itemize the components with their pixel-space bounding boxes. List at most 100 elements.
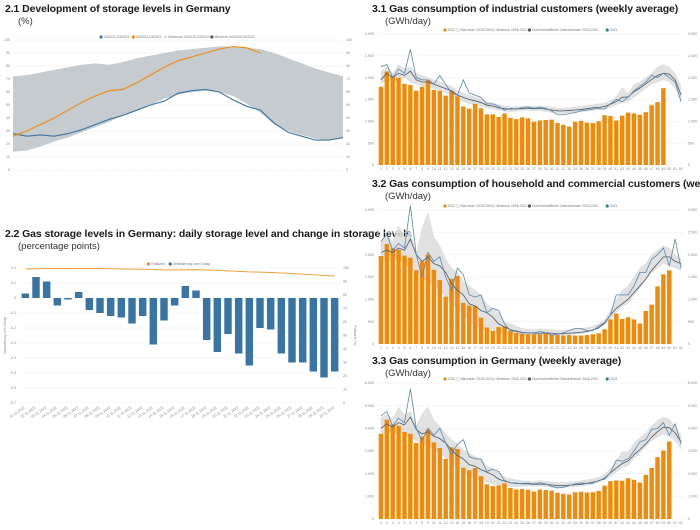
bar-2022 xyxy=(572,121,578,165)
x-tick-label: 24 xyxy=(514,167,518,171)
bar-2022 xyxy=(537,334,543,344)
x-tick-label: 49 xyxy=(661,167,665,171)
legend-marker xyxy=(99,35,103,39)
bar-change xyxy=(256,298,264,328)
x-tick-label: 6 xyxy=(409,521,411,525)
panel-subtitle: (GWh/day) xyxy=(385,191,431,202)
x-tick-label: 17 xyxy=(473,167,477,171)
bar-2022 xyxy=(608,116,613,165)
bar-2022 xyxy=(667,270,672,344)
x-tick-label: · xyxy=(162,174,166,178)
legend-label: 2022 xyxy=(448,204,456,208)
series-line-2022-2023 xyxy=(12,45,261,137)
bar-2022 xyxy=(578,120,584,165)
bar-2022 xyxy=(484,114,490,165)
y-tick-label: 1.000 xyxy=(365,495,374,499)
x-tick-label: 4 xyxy=(398,167,400,171)
x-tick-label: 52 xyxy=(679,167,683,171)
x-tick-label: 9 xyxy=(427,521,429,525)
x-tick-label: 44 xyxy=(632,521,636,525)
x-tick-label: 42 xyxy=(620,521,624,525)
x-tick-label: 12 xyxy=(444,521,448,525)
bar-2022 xyxy=(384,71,390,165)
x-tick-label: 10 xyxy=(432,346,436,350)
x-tick-label: · xyxy=(47,174,51,178)
y-tick-label-right: 80 xyxy=(343,293,347,297)
x-tick-label: · xyxy=(188,174,192,178)
legend-marker xyxy=(492,377,496,381)
bar-2022 xyxy=(519,117,525,165)
y-tick-label: 6.000 xyxy=(365,381,374,385)
y-tick-label-right: 70 xyxy=(346,77,350,81)
x-tick-label: · xyxy=(335,174,339,178)
legend-label: 2021 xyxy=(610,377,618,381)
x-tick-label: 9 xyxy=(427,346,429,350)
x-tick-label: 52 xyxy=(679,346,683,350)
legend-marker xyxy=(443,28,447,32)
legend-label: 2022 xyxy=(448,377,456,381)
x-tick-label: 45 xyxy=(638,167,642,171)
x-tick-label: 6 xyxy=(409,346,411,350)
bar-change xyxy=(298,298,307,363)
bar-2022 xyxy=(378,256,384,344)
bar-2022 xyxy=(602,329,607,344)
bar-2022 xyxy=(431,89,437,165)
y-tick-label-right: 40 xyxy=(343,347,347,351)
legend-label: Minimum 2018-2021 xyxy=(496,204,527,208)
bar-change xyxy=(21,293,30,298)
x-tick-label: 19 xyxy=(485,346,489,350)
bar-2022 xyxy=(578,335,584,344)
y-tick-label-right: 500 xyxy=(688,320,694,324)
bar-2022 xyxy=(596,121,601,165)
bar-2022 xyxy=(561,124,566,165)
bar-change xyxy=(170,298,179,306)
y-tick-label-right: 60 xyxy=(346,90,350,94)
bar-2022 xyxy=(619,115,625,165)
y-tick-label-right: 4.000 xyxy=(688,427,697,431)
x-tick-label: · xyxy=(15,174,19,178)
bar-2022 xyxy=(378,86,384,165)
panel-title: 2.2 Gas storage levels in Germany: daily… xyxy=(5,228,412,240)
bar-2022 xyxy=(543,120,548,165)
bar-2022 xyxy=(437,90,443,165)
x-tick-label: 2 xyxy=(386,346,388,350)
x-tick-label: 34 xyxy=(573,346,577,350)
legend-label: Durchschnittlicher Gasverbrauch 2018-202… xyxy=(532,204,598,208)
x-tick-label: · xyxy=(83,174,87,178)
x-tick-label: 12 xyxy=(444,346,448,350)
x-tick-label: 21 xyxy=(497,167,501,171)
bar-2022 xyxy=(549,334,554,344)
x-tick-label: · xyxy=(52,174,56,178)
legend-label: Veränderung zum Vortag xyxy=(173,262,211,266)
y-tick-label-right: 0 xyxy=(688,342,690,346)
y-tick-label-right: 2.000 xyxy=(688,76,697,80)
x-tick-label: 24 xyxy=(514,346,518,350)
bar-change xyxy=(320,298,328,378)
x-tick-label: 14 xyxy=(455,167,459,171)
y-tick-label-right: 3.000 xyxy=(688,32,697,36)
bar-2022 xyxy=(549,119,554,165)
panel-title: 3.3 Gas consumption in Germany (weekly a… xyxy=(372,355,622,367)
series-line-2021-2022 xyxy=(12,88,344,141)
x-tick-label: · xyxy=(277,174,281,178)
x-tick-label: · xyxy=(146,174,150,178)
x-tick-label: 23 xyxy=(508,167,512,171)
bar-change xyxy=(149,298,158,345)
y-tick-label-right: 90 xyxy=(346,51,350,55)
x-tick-label: 5 xyxy=(403,167,405,171)
x-tick-label: 26 xyxy=(526,346,530,350)
bar-2022 xyxy=(572,492,578,519)
x-tick-label: 46 xyxy=(644,167,648,171)
x-tick-label: 44 xyxy=(632,346,636,350)
x-tick-label: 14 xyxy=(455,346,459,350)
x-tick-label: · xyxy=(272,174,276,178)
bar-2022 xyxy=(466,305,472,344)
x-tick-label: 9 xyxy=(427,167,429,171)
x-tick-label: 40 xyxy=(608,346,612,350)
x-tick-label: 45 xyxy=(638,346,642,350)
y-tick-label: 1.000 xyxy=(365,120,374,124)
y-tick-label-right: 500 xyxy=(688,141,694,145)
x-tick-label: 37 xyxy=(591,167,595,171)
y-tick-label: 40 xyxy=(6,116,10,120)
bar-2022 xyxy=(425,80,431,165)
